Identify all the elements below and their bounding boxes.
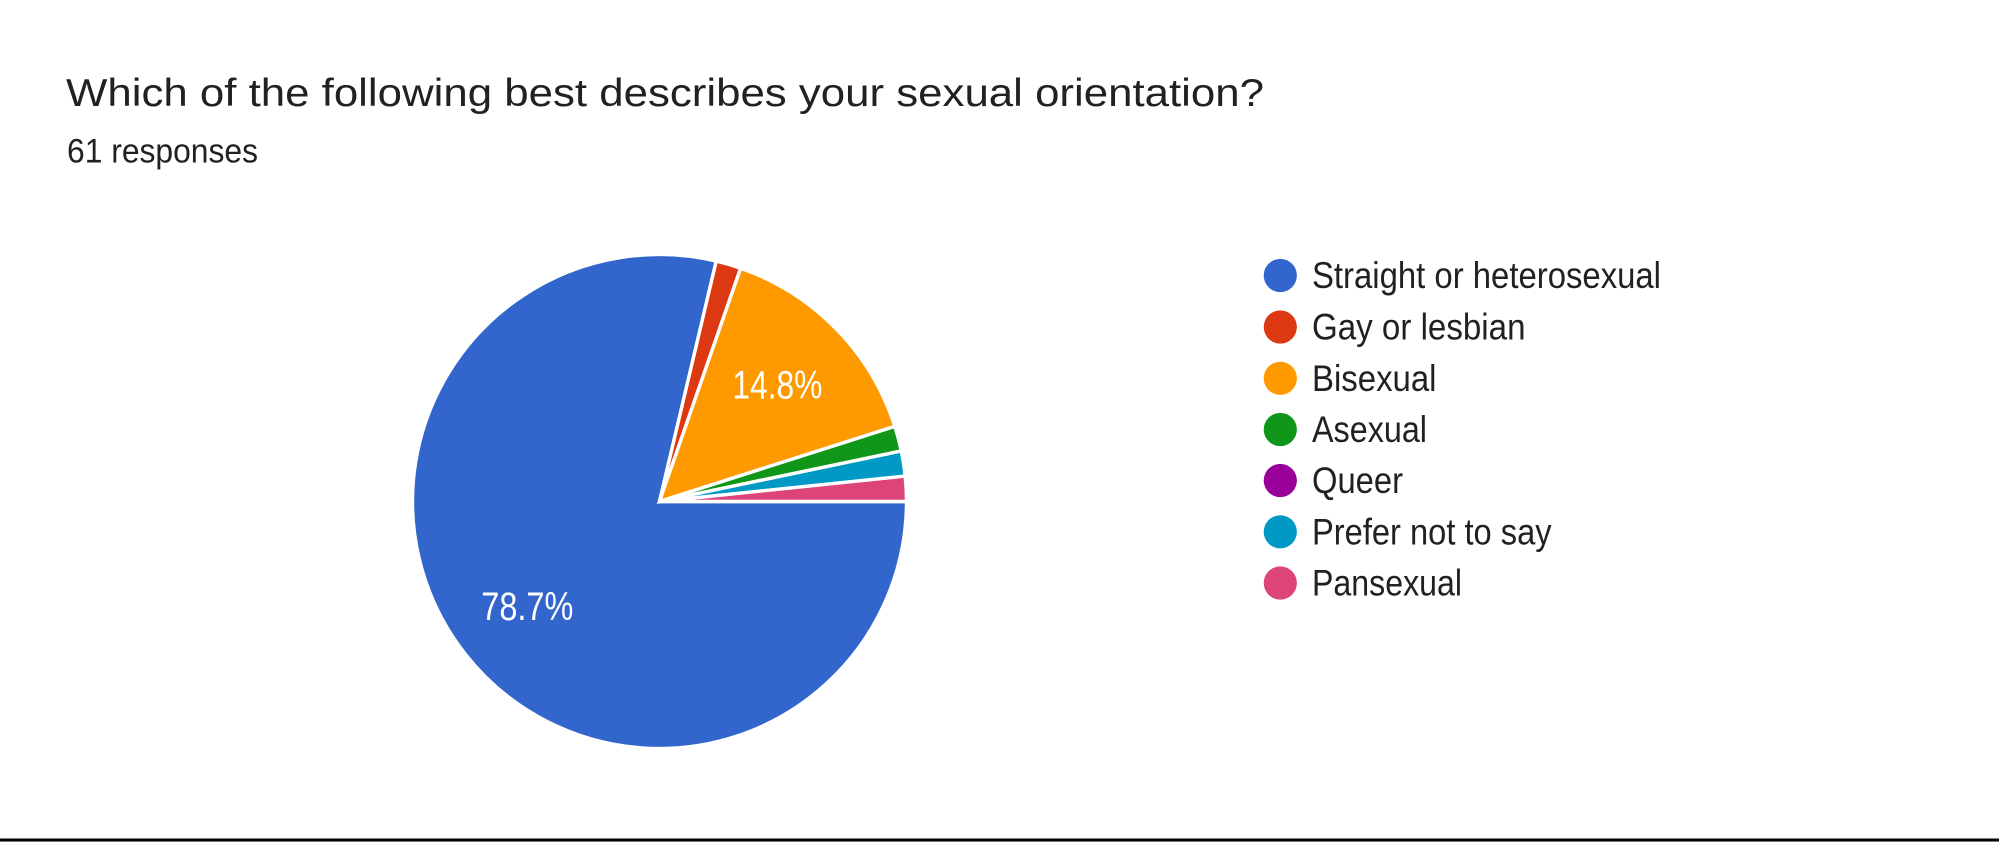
svg-text:Pansexual: Pansexual [1312, 562, 1462, 604]
svg-text:Gay or lesbian: Gay or lesbian [1312, 306, 1526, 348]
svg-text:Which of the following best de: Which of the following best describes yo… [66, 72, 1264, 115]
svg-text:Asexual: Asexual [1312, 408, 1427, 450]
svg-text:61 responses: 61 responses [67, 133, 258, 171]
svg-text:Prefer not to say: Prefer not to say [1312, 510, 1552, 552]
svg-text:14.8%: 14.8% [732, 363, 822, 407]
svg-text:Queer: Queer [1312, 459, 1403, 501]
svg-text:Straight or heterosexual: Straight or heterosexual [1312, 254, 1661, 296]
svg-text:Bisexual: Bisexual [1312, 357, 1437, 399]
svg-text:78.7%: 78.7% [481, 585, 573, 629]
